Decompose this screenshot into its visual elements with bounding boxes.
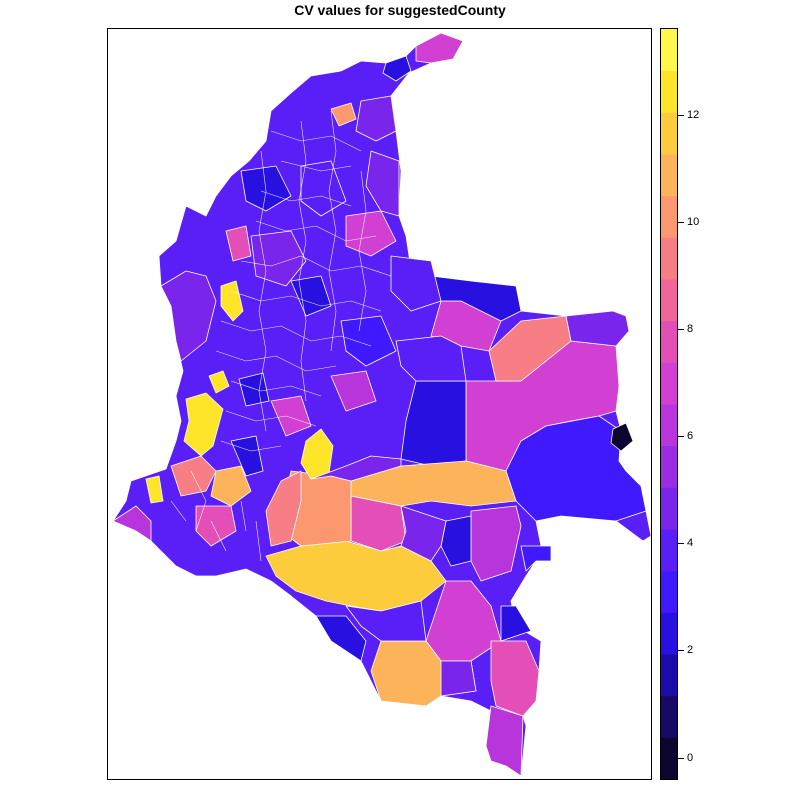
region-valle-yellow	[183, 392, 224, 457]
region-valle-yellow2	[208, 370, 230, 394]
region-boyaca-purple	[390, 255, 442, 312]
region-norte-purple	[365, 150, 400, 217]
region-guajira-blue	[382, 55, 412, 82]
color-key-band	[661, 737, 677, 779]
region-cundinamarca-blue	[340, 315, 397, 367]
color-key-tick-label: 6	[687, 430, 694, 443]
color-key-tick	[678, 757, 684, 759]
region-guajira-pink	[415, 32, 464, 64]
color-key-gradient	[661, 29, 677, 779]
region-huila-purple	[330, 370, 377, 412]
region-amazonas-south	[485, 705, 524, 777]
map-panel	[107, 28, 652, 780]
color-key-band	[661, 570, 677, 613]
color-key-tick-label: 2	[687, 644, 694, 657]
color-key-tick-label: 0	[687, 751, 694, 764]
region-amazonas-magenta	[490, 640, 540, 717]
region-amazonas-blue	[500, 605, 532, 642]
color-key-band	[661, 487, 677, 530]
color-key-tick	[678, 221, 684, 223]
color-key-tick	[678, 329, 684, 330]
region-south-purple	[345, 600, 427, 642]
color-key-tick-label: 4	[687, 537, 694, 550]
color-key-band	[661, 654, 677, 697]
color-key-tick-label: 8	[687, 323, 694, 335]
color-key-band	[661, 195, 677, 238]
region-caqueta-purple	[400, 505, 447, 562]
region-tolima-blue	[238, 372, 270, 407]
region-cauca-pink	[195, 505, 237, 547]
region-cauca-orange	[210, 465, 252, 507]
region-huila-salmon	[265, 470, 302, 547]
color-key-tick	[678, 650, 684, 652]
region-cesar-salmon	[330, 102, 357, 127]
color-key-band	[661, 612, 677, 655]
color-key-tick-label: 10	[687, 215, 700, 228]
region-narino-yellow	[145, 475, 164, 504]
color-key-tick	[678, 436, 684, 438]
color-key-band	[661, 529, 677, 572]
region-central-pink	[270, 395, 312, 437]
region-choco-purple	[160, 270, 217, 362]
color-key-band	[661, 154, 677, 197]
color-key-band	[661, 279, 677, 322]
region-narino-purple	[112, 505, 152, 542]
region-east-dark	[610, 422, 634, 452]
region-choco-yellow	[220, 280, 244, 322]
region-amazonas-west	[440, 660, 477, 697]
color-key-tick	[678, 543, 684, 545]
choropleth-map	[112, 32, 651, 777]
color-key-band	[661, 695, 677, 738]
region-central-purple	[310, 455, 402, 482]
color-key-tick-label: 12	[687, 108, 700, 121]
color-key-band	[661, 237, 677, 280]
region-antioquia-purple	[250, 230, 307, 287]
region-vichada-east	[565, 310, 630, 347]
color-key-band	[661, 70, 677, 113]
region-bolivar-purple	[300, 160, 347, 217]
map-title: CV values for suggestedCounty	[294, 2, 506, 18]
color-key-band	[661, 445, 677, 488]
color-key-tick	[678, 114, 684, 116]
region-caqueta-orange	[265, 540, 447, 612]
color-key-band	[661, 404, 677, 447]
region-east-blue2	[520, 545, 552, 572]
color-key	[660, 28, 678, 780]
region-cordoba-magenta	[225, 225, 252, 262]
color-key-band	[661, 320, 677, 363]
color-key-band	[661, 29, 677, 72]
color-key-band	[661, 362, 677, 405]
color-key-band	[661, 112, 677, 155]
region-sucre-blue	[240, 165, 292, 212]
region-meta-purple	[395, 335, 467, 382]
region-putumayo-blue	[315, 615, 367, 662]
region-cauca-blue	[230, 435, 264, 477]
region-cesar-purple	[355, 95, 397, 142]
